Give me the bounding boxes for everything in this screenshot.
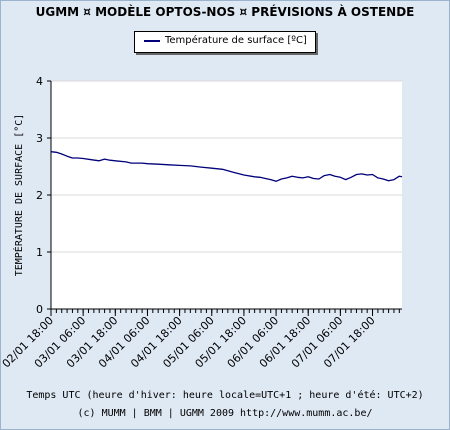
- y-tick-label: 1: [36, 246, 43, 259]
- y-tick-label: 0: [36, 303, 43, 316]
- legend: Température de surface [ºC]: [134, 31, 316, 53]
- chart-title: UGMM ¤ MODÈLE OPTOS-NOS ¤ PRÉVISIONS À O…: [35, 5, 415, 19]
- y-tick-label: 2: [36, 189, 43, 202]
- y-axis-label: TEMPÉRATURE DE SURFACE [°C]: [12, 114, 25, 277]
- x-axis-label: Temps UTC (heure d'hiver: heure locale=U…: [26, 390, 424, 401]
- y-tick-label: 4: [36, 75, 43, 88]
- y-tick-label: 3: [36, 132, 43, 145]
- legend-label: Température de surface [ºC]: [165, 35, 307, 46]
- series-line-surface-temperature: [50, 151, 403, 182]
- credit-line: (c) MUMM | BMM | UGMM 2009 http://www.mu…: [77, 408, 373, 419]
- legend-swatch: [144, 40, 160, 42]
